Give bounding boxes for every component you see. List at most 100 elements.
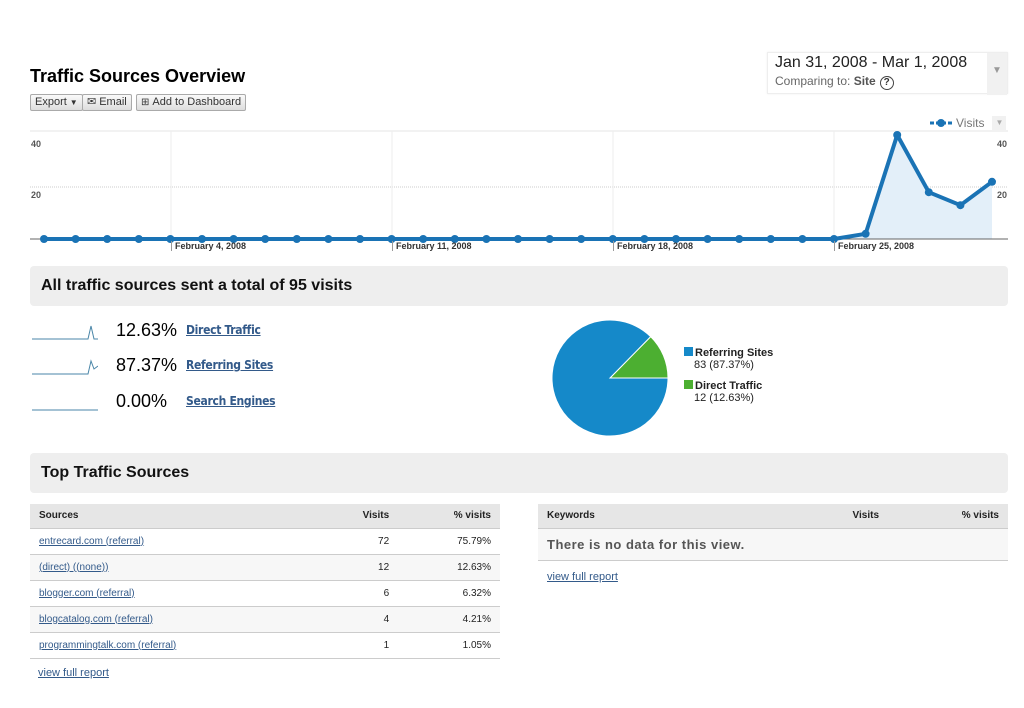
visits-cell: 12 <box>316 554 399 581</box>
legend-label: Direct Traffic <box>695 380 763 392</box>
comparing-value: Site <box>853 74 876 88</box>
date-range-picker[interactable]: Jan 31, 2008 - Mar 1, 2008 Comparing to:… <box>767 52 1008 95</box>
export-label: Export <box>35 96 67 108</box>
help-icon[interactable]: ? <box>879 76 894 90</box>
chevron-down-icon[interactable]: ▼ <box>987 53 1007 95</box>
dashboard-grid-icon: ⊞ <box>141 97 150 108</box>
percent-cell: 1.05% <box>398 632 500 659</box>
source-cell: programmingtalk.com (referral) <box>30 632 317 659</box>
x-tick-label: February 4, 2008 <box>171 241 246 251</box>
table-row: blogger.com (referral) 6 6.32% <box>30 580 500 607</box>
keywords-table: Keywords Visits % visits There is no dat… <box>538 504 1008 561</box>
data-point <box>735 235 744 243</box>
data-point <box>798 235 807 243</box>
sources-view-full-report-link[interactable]: view full report <box>38 667 109 679</box>
referring-sites-link[interactable]: Referring Sites <box>186 358 274 372</box>
data-point <box>482 235 491 243</box>
data-point <box>387 235 396 243</box>
legend-swatch <box>684 347 693 356</box>
data-point <box>893 131 902 139</box>
data-point <box>356 235 364 243</box>
search-engines-link[interactable]: Search Engines <box>186 394 276 408</box>
page-title: Traffic Sources Overview <box>30 66 246 86</box>
add-to-dashboard-label: Add to Dashboard <box>152 96 242 108</box>
chart-legend[interactable]: Visits ▼ <box>930 116 1007 130</box>
chevron-down-icon[interactable]: ▼ <box>992 116 1007 130</box>
sparkline <box>32 409 98 411</box>
column-header[interactable]: Visits <box>798 504 888 529</box>
pie-legend-referring: Referring Sites 83 (87.37%) <box>684 347 773 371</box>
data-point <box>166 235 175 243</box>
data-point <box>419 235 428 243</box>
data-point <box>134 235 143 243</box>
data-point <box>703 235 712 243</box>
date-range: Jan 31, 2008 - Mar 1, 2008 <box>775 54 968 71</box>
keywords-view-full-report-link[interactable]: view full report <box>547 571 618 583</box>
source-cell: blogcatalog.com (referral) <box>30 606 317 633</box>
column-header[interactable]: % visits <box>888 504 1008 529</box>
data-point <box>292 235 301 243</box>
data-point <box>40 235 48 243</box>
add-to-dashboard-button[interactable]: ⊞ Add to Dashboard <box>136 94 247 111</box>
source-link[interactable]: programmingtalk.com (referral) <box>39 639 177 651</box>
data-point <box>450 235 459 243</box>
summary-heading: All traffic sources sent a total of 95 v… <box>30 266 1008 306</box>
column-header[interactable]: % visits <box>398 504 500 529</box>
percent-value: 12.63% <box>116 319 178 340</box>
source-link[interactable]: (direct) ((none)) <box>39 561 109 573</box>
summary-row-direct: 12.63% Direct Traffic <box>32 318 261 342</box>
direct-traffic-link[interactable]: Direct Traffic <box>186 323 261 337</box>
data-point <box>229 235 238 243</box>
visits-cell: 4 <box>316 606 399 633</box>
envelope-icon: ✉ <box>87 96 97 108</box>
data-point <box>640 235 649 243</box>
y-tick-label: 40 <box>31 139 42 149</box>
column-header[interactable]: Visits <box>316 504 399 529</box>
y-tick-label: 40 <box>997 139 1008 149</box>
source-link[interactable]: blogcatalog.com (referral) <box>39 613 153 625</box>
visits-chart <box>30 130 1008 243</box>
legend-swatch <box>684 380 693 389</box>
x-tick-label: February 18, 2008 <box>613 241 693 251</box>
data-point <box>514 235 522 243</box>
data-point <box>608 235 617 243</box>
source-cell: blogger.com (referral) <box>30 580 317 607</box>
percent-value: 0.00% <box>116 390 168 411</box>
table-row: blogcatalog.com (referral) 4 4.21% <box>30 606 500 633</box>
data-point <box>198 235 206 243</box>
email-button[interactable]: ✉ Email <box>82 94 132 111</box>
source-link[interactable]: blogger.com (referral) <box>39 587 135 599</box>
sources-table: Sources Visits % visits entrecard.com (r… <box>30 504 500 659</box>
percent-cell: 75.79% <box>398 528 500 555</box>
comparing-text: Comparing to: Site? <box>775 74 894 90</box>
source-link[interactable]: entrecard.com (referral) <box>39 535 145 547</box>
data-point <box>988 177 996 186</box>
data-point <box>71 235 80 243</box>
legend-label: Referring Sites <box>695 347 774 359</box>
top-sources-heading: Top Traffic Sources <box>30 453 1008 493</box>
data-point <box>545 235 554 243</box>
table-row: entrecard.com (referral) 72 75.79% <box>30 528 500 555</box>
sparkline <box>32 359 98 375</box>
sparkline <box>32 325 98 340</box>
legend-detail: 83 (87.37%) <box>694 359 754 371</box>
table-row: programmingtalk.com (referral) 1 1.05% <box>30 632 500 659</box>
visits-cell: 6 <box>316 580 399 607</box>
x-tick-label: February 25, 2008 <box>834 241 914 251</box>
percent-value: 87.37% <box>116 354 178 375</box>
data-point <box>103 235 112 243</box>
series-area <box>44 135 992 239</box>
y-tick-label: 20 <box>31 190 42 200</box>
data-point <box>956 201 965 210</box>
data-point <box>830 235 838 243</box>
table-row: (direct) ((none)) 12 12.63% <box>30 554 500 581</box>
export-button[interactable]: Export ▼ <box>30 94 83 111</box>
column-header[interactable]: Sources <box>30 504 317 529</box>
empty-message: There is no data for this view. <box>538 528 1008 561</box>
summary-row-referring: 87.37% Referring Sites <box>32 353 273 377</box>
column-header[interactable]: Keywords <box>538 504 798 529</box>
percent-cell: 12.63% <box>398 554 500 581</box>
data-point <box>924 188 933 197</box>
data-point <box>672 235 680 243</box>
visits-cell: 1 <box>316 632 399 659</box>
